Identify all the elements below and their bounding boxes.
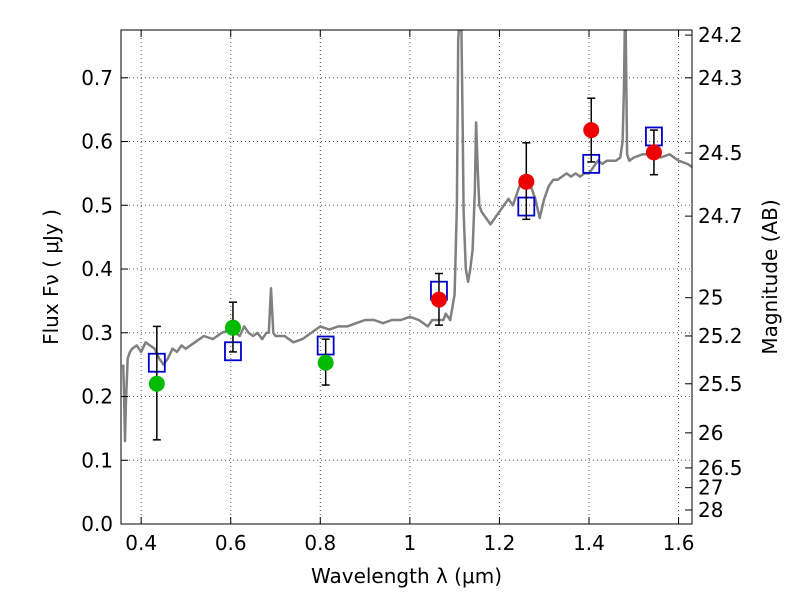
photometry-points [147,97,663,441]
right-tick-label: 24.5 [698,141,743,165]
optical-flux-point [224,319,241,336]
right-tick-label: 24.7 [698,204,743,228]
y-tick-label: 0.1 [81,448,113,472]
right-tick-label: 25 [698,286,723,310]
y-tick-label: 0.2 [81,385,113,409]
right-axis-label: Magnitude (AB) [758,199,782,354]
right-tick-label: 25.5 [698,372,743,396]
nir-flux-point [518,173,535,190]
right-tick-label: 26 [698,421,723,445]
right-tick-label: 24.2 [698,23,743,47]
nir-flux-point [430,291,447,308]
y-tick-label: 0.3 [81,321,113,345]
nir-flux-point [645,144,662,161]
x-tick-label: 1.2 [484,531,516,555]
y-axis-label: Flux Fν ( μJy ) [39,209,63,345]
x-tick-label: 1.6 [663,531,695,555]
right-tick-label: 28 [698,498,723,522]
right-tick-label: 27 [698,476,723,500]
plot-frame [120,29,693,525]
y-tick-label: 0.4 [81,257,113,281]
x-tick-label: 1.4 [573,531,605,555]
model-spectrum [121,30,692,443]
x-tick-label: 0.4 [125,531,157,555]
x-tick-label: 1 [403,531,416,555]
right-tick-label: 25.2 [698,324,743,348]
optical-flux-point [148,375,165,392]
y-tick-label: 0.7 [81,66,113,90]
y-tick-label: 0.0 [81,512,113,536]
y-tick-label: 0.6 [81,130,113,154]
spectrum-line [121,30,692,443]
optical-flux-point [317,354,334,371]
axis-ticks: 0.4 0.6 0.8 1 1.2 1.4 1.6 0.0 0.1 0.2 0.3 0.4 0.5 0.6… [81,23,742,555]
x-tick-label: 0.6 [215,531,247,555]
x-tick-label: 0.8 [304,531,336,555]
grid [121,30,692,525]
nir-flux-point [583,122,600,139]
right-tick-label: 26.5 [698,456,743,480]
x-axis-label: Wavelength λ (μm) [311,564,502,588]
right-tick-label: 24.3 [698,66,743,90]
y-tick-label: 0.5 [81,193,113,217]
